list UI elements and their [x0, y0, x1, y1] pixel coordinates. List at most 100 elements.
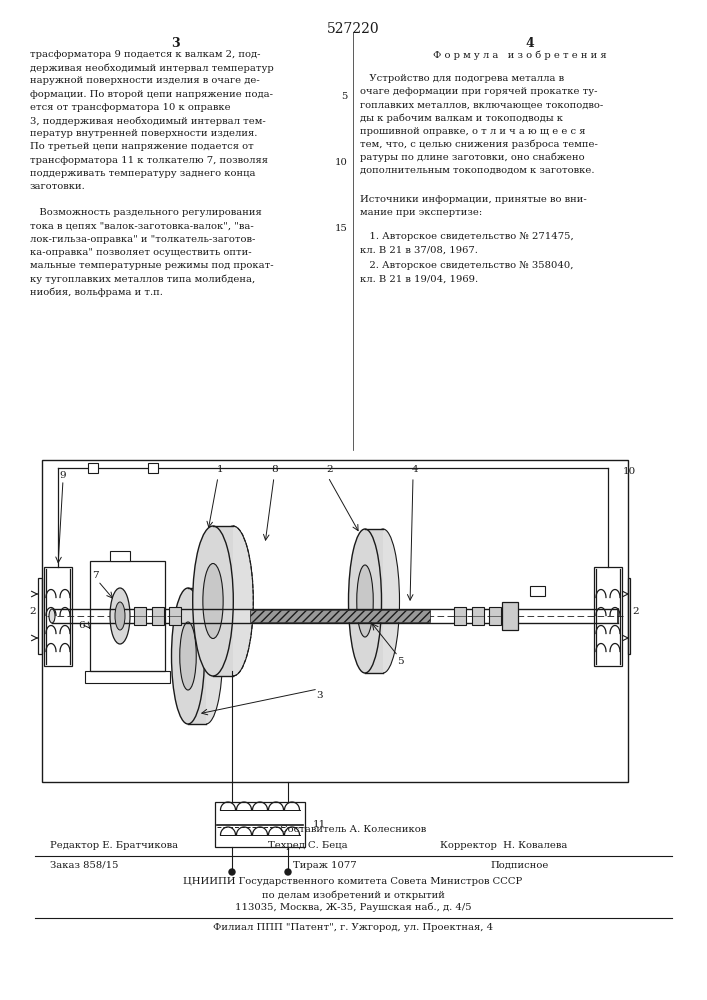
Bar: [88, 463, 98, 473]
Bar: [213, 526, 233, 676]
Text: 10: 10: [335, 158, 348, 167]
Bar: [594, 566, 622, 666]
Bar: [489, 607, 501, 625]
Text: 3: 3: [317, 692, 323, 700]
Text: 2. Авторское свидетельство № 358040,: 2. Авторское свидетельство № 358040,: [360, 261, 573, 270]
Text: 5: 5: [341, 92, 348, 101]
Text: Техред С. Беца: Техред С. Беца: [268, 841, 348, 850]
Text: ку тугоплавких металлов типа молибдена,: ку тугоплавких металлов типа молибдена,: [30, 274, 255, 284]
Text: ратуры по длине заготовки, оно снабжено: ратуры по длине заготовки, оно снабжено: [360, 153, 585, 162]
Text: очаге деформации при горячей прокатке ту-: очаге деформации при горячей прокатке ту…: [360, 87, 597, 96]
Ellipse shape: [189, 588, 223, 724]
Bar: [628, 578, 630, 654]
Bar: [502, 602, 518, 630]
Bar: [110, 551, 130, 561]
Text: 4: 4: [411, 466, 419, 475]
Text: 11: 11: [313, 820, 326, 829]
Text: 527220: 527220: [327, 22, 380, 36]
Text: 9: 9: [59, 471, 66, 480]
Circle shape: [229, 869, 235, 875]
Bar: [454, 607, 466, 625]
Text: дополнительным токоподводом к заготовке.: дополнительным токоподводом к заготовке.: [360, 166, 595, 175]
Text: Ф о р м у л а   и з о б р е т е н и я: Ф о р м у л а и з о б р е т е н и я: [433, 50, 607, 60]
Text: Источники информации, принятые во вни-: Источники информации, принятые во вни-: [360, 195, 587, 204]
Text: по делам изобретений и открытий: по делам изобретений и открытий: [262, 890, 445, 900]
Text: 113035, Москва, Ж-35, Раушская наб., д. 4/5: 113035, Москва, Ж-35, Раушская наб., д. …: [235, 903, 472, 912]
Text: 15: 15: [335, 224, 348, 233]
Text: Филиал ППП "Патент", г. Ужгород, ул. Проектная, 4: Филиал ППП "Патент", г. Ужгород, ул. Про…: [213, 923, 493, 932]
Text: 3: 3: [170, 37, 180, 50]
Text: 7: 7: [92, 572, 98, 580]
Ellipse shape: [349, 529, 382, 673]
Text: держивая необходимый интервал температур: держивая необходимый интервал температур: [30, 63, 274, 73]
Text: кл. В 21 в 19/04, 1969.: кл. В 21 в 19/04, 1969.: [360, 274, 478, 283]
Ellipse shape: [193, 526, 233, 676]
Text: 2: 2: [327, 466, 333, 475]
Text: ниобия, вольфрама и т.п.: ниобия, вольфрама и т.п.: [30, 288, 163, 297]
Circle shape: [285, 869, 291, 875]
Bar: [188, 588, 206, 724]
Text: трасформатора 9 подается к валкам 2, под-: трасформатора 9 подается к валкам 2, под…: [30, 50, 260, 59]
Ellipse shape: [180, 622, 197, 690]
Bar: [530, 586, 545, 596]
Text: мальные температурные режимы под прокат-: мальные температурные режимы под прокат-: [30, 261, 274, 270]
Text: 3, поддерживая необходимый интервал тем-: 3, поддерживая необходимый интервал тем-: [30, 116, 266, 125]
Text: трансформатора 11 к толкателю 7, позволяя: трансформатора 11 к толкателю 7, позволя…: [30, 156, 268, 165]
Text: Возможность раздельного регулирования: Возможность раздельного регулирования: [30, 208, 262, 217]
Text: прошивной оправке, о т л и ч а ю щ е е с я: прошивной оправке, о т л и ч а ю щ е е с…: [360, 127, 585, 136]
Text: Тираж 1077: Тираж 1077: [293, 861, 356, 870]
Text: заготовки.: заготовки.: [30, 182, 86, 191]
Text: Редактор Е. Братчикова: Редактор Е. Братчикова: [50, 841, 178, 850]
Bar: [148, 463, 158, 473]
Ellipse shape: [357, 565, 373, 637]
Text: Устройство для подогрева металла в: Устройство для подогрева металла в: [360, 74, 564, 83]
Text: Корректор  Н. Ковалева: Корректор Н. Ковалева: [440, 841, 568, 850]
Text: мание при экспертизе:: мание при экспертизе:: [360, 208, 482, 217]
Text: 2: 2: [30, 606, 36, 615]
Text: формации. По второй цепи напряжение пода-: формации. По второй цепи напряжение пода…: [30, 90, 273, 99]
Text: 1: 1: [216, 466, 223, 475]
Bar: [215, 802, 305, 847]
Ellipse shape: [110, 588, 130, 644]
Text: поддерживать температуру заднего конца: поддерживать температуру заднего конца: [30, 169, 255, 178]
Text: 5: 5: [397, 656, 403, 666]
Text: 2: 2: [632, 606, 638, 615]
Ellipse shape: [203, 564, 223, 639]
Text: наружной поверхности изделия в очаге де-: наружной поверхности изделия в очаге де-: [30, 76, 259, 85]
Text: гоплавких металлов, включающее токоподво-: гоплавких металлов, включающее токоподво…: [360, 100, 603, 109]
Ellipse shape: [213, 526, 253, 676]
Text: ется от трансформатора 10 к оправке: ется от трансформатора 10 к оправке: [30, 103, 230, 112]
Bar: [250, 610, 430, 622]
Text: 1. Авторское свидетельство № 271475,: 1. Авторское свидетельство № 271475,: [360, 232, 574, 241]
Text: По третьей цепи напряжение подается от: По третьей цепи напряжение подается от: [30, 142, 254, 151]
Text: Составитель А. Колесников: Составитель А. Колесников: [280, 825, 426, 834]
Bar: [472, 607, 484, 625]
Text: ператур внутренней поверхности изделия.: ператур внутренней поверхности изделия.: [30, 129, 257, 138]
Bar: [152, 607, 164, 625]
Text: 10: 10: [623, 468, 636, 477]
Bar: [365, 529, 383, 673]
Text: ка-оправка" позволяет осуществить опти-: ка-оправка" позволяет осуществить опти-: [30, 248, 252, 257]
Ellipse shape: [172, 588, 204, 724]
Text: 8: 8: [271, 466, 279, 475]
Text: лок-гильза-оправка" и "толкатель-заготов-: лок-гильза-оправка" и "толкатель-заготов…: [30, 235, 255, 244]
Ellipse shape: [366, 529, 399, 673]
Bar: [169, 607, 181, 625]
Text: кл. В 21 в 37/08, 1967.: кл. В 21 в 37/08, 1967.: [360, 245, 478, 254]
Bar: [90, 561, 165, 671]
Text: 6: 6: [78, 621, 86, 631]
Ellipse shape: [115, 602, 125, 630]
Ellipse shape: [49, 609, 55, 623]
Bar: [38, 578, 42, 654]
Text: Заказ 858/15: Заказ 858/15: [50, 861, 119, 870]
Text: ды к рабочим валкам и токоподводы к: ды к рабочим валкам и токоподводы к: [360, 113, 563, 123]
Text: Подписное: Подписное: [490, 861, 549, 870]
Text: тока в цепях "валок-заготовка-валок", "ва-: тока в цепях "валок-заготовка-валок", "в…: [30, 222, 254, 231]
Bar: [134, 607, 146, 625]
Text: ЦНИИПИ Государственного комитета Совета Министров СССР: ЦНИИПИ Государственного комитета Совета …: [183, 877, 522, 886]
Text: 4: 4: [525, 37, 534, 50]
Bar: [42, 460, 628, 782]
Bar: [44, 566, 72, 666]
Bar: [85, 671, 170, 683]
Text: тем, что, с целью снижения разброса темпе-: тем, что, с целью снижения разброса темп…: [360, 140, 598, 149]
